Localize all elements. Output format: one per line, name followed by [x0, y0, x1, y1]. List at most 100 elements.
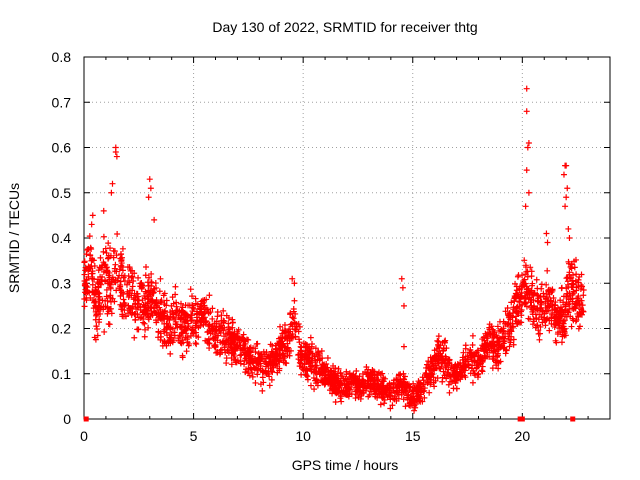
data-point	[507, 316, 514, 323]
data-point	[249, 359, 256, 366]
data-point	[517, 308, 524, 315]
x-tick-label: 0	[80, 428, 88, 444]
data-point	[141, 333, 148, 340]
data-point	[167, 334, 174, 341]
data-point	[185, 342, 192, 349]
data-point	[143, 263, 150, 270]
data-point	[521, 276, 528, 283]
data-point	[271, 354, 278, 361]
data-point	[499, 342, 506, 349]
data-point	[110, 247, 117, 254]
data-point	[255, 356, 262, 363]
data-point	[246, 348, 253, 355]
data-point	[127, 309, 134, 316]
data-point	[565, 296, 572, 303]
data-point	[440, 356, 447, 363]
data-point	[266, 382, 273, 389]
data-point	[100, 233, 107, 240]
data-point	[145, 324, 152, 331]
data-point	[231, 347, 238, 354]
data-point	[120, 274, 127, 281]
data-point	[410, 395, 417, 402]
y-tick-label: 0.6	[52, 140, 72, 156]
data-point	[157, 336, 164, 343]
x-tick-label: 20	[515, 428, 531, 444]
data-point	[211, 342, 218, 349]
data-point	[181, 318, 188, 325]
data-point	[494, 352, 501, 359]
data-point	[148, 283, 155, 290]
data-point	[287, 310, 294, 317]
data-point	[290, 315, 297, 322]
data-point	[268, 376, 275, 383]
data-point	[100, 248, 107, 255]
data-point-peak	[100, 207, 107, 214]
data-point-peak	[399, 284, 406, 291]
data-point	[188, 332, 195, 339]
data-point	[569, 315, 576, 322]
data-point	[230, 332, 237, 339]
data-point	[135, 314, 142, 321]
data-point	[489, 332, 496, 339]
data-point	[529, 311, 536, 318]
data-point	[272, 353, 279, 360]
data-point	[536, 336, 543, 343]
data-point	[307, 334, 314, 341]
data-point	[291, 319, 298, 326]
data-point-peak	[291, 280, 298, 287]
data-point	[128, 274, 135, 281]
data-point-peak	[562, 203, 569, 210]
y-tick-label: 0.3	[52, 275, 72, 291]
data-point	[544, 267, 551, 274]
data-point	[156, 288, 163, 295]
data-point	[435, 338, 442, 345]
data-point	[568, 323, 575, 330]
data-point	[135, 274, 142, 281]
data-point	[530, 292, 537, 299]
data-point	[353, 367, 360, 374]
data-point-peak	[525, 189, 532, 196]
data-point	[547, 297, 554, 304]
data-point	[178, 340, 185, 347]
data-point	[182, 302, 189, 309]
data-point	[217, 323, 224, 330]
data-point	[535, 327, 542, 334]
data-point	[91, 299, 98, 306]
data-point	[100, 303, 107, 310]
data-point	[328, 381, 335, 388]
data-point	[104, 310, 111, 317]
data-point	[241, 361, 248, 368]
data-point	[356, 384, 363, 391]
data-point	[142, 272, 149, 279]
chart-title: Day 130 of 2022, SRMTID for receiver tht…	[212, 19, 477, 35]
data-point	[522, 262, 529, 269]
data-point	[504, 305, 511, 312]
data-point	[319, 355, 326, 362]
data-point	[217, 329, 224, 336]
data-point	[510, 323, 517, 330]
data-point	[478, 367, 485, 374]
data-point	[168, 302, 175, 309]
data-point	[527, 296, 534, 303]
data-point	[538, 314, 545, 321]
data-point	[170, 337, 177, 344]
data-point	[148, 270, 155, 277]
data-point	[92, 302, 99, 309]
data-point	[552, 337, 559, 344]
data-point	[426, 389, 433, 396]
data-point	[458, 372, 465, 379]
data-point	[408, 402, 415, 409]
data-point	[112, 261, 119, 268]
data-point	[538, 301, 545, 308]
x-tick-label: 15	[405, 428, 421, 444]
data-point	[306, 357, 313, 364]
data-point	[188, 317, 195, 324]
data-point	[479, 345, 486, 352]
data-point	[426, 374, 433, 381]
data-point	[177, 300, 184, 307]
data-point	[128, 292, 135, 299]
data-point-peak	[400, 302, 407, 309]
data-point	[515, 272, 522, 279]
data-point	[528, 287, 535, 294]
data-point	[231, 328, 238, 335]
